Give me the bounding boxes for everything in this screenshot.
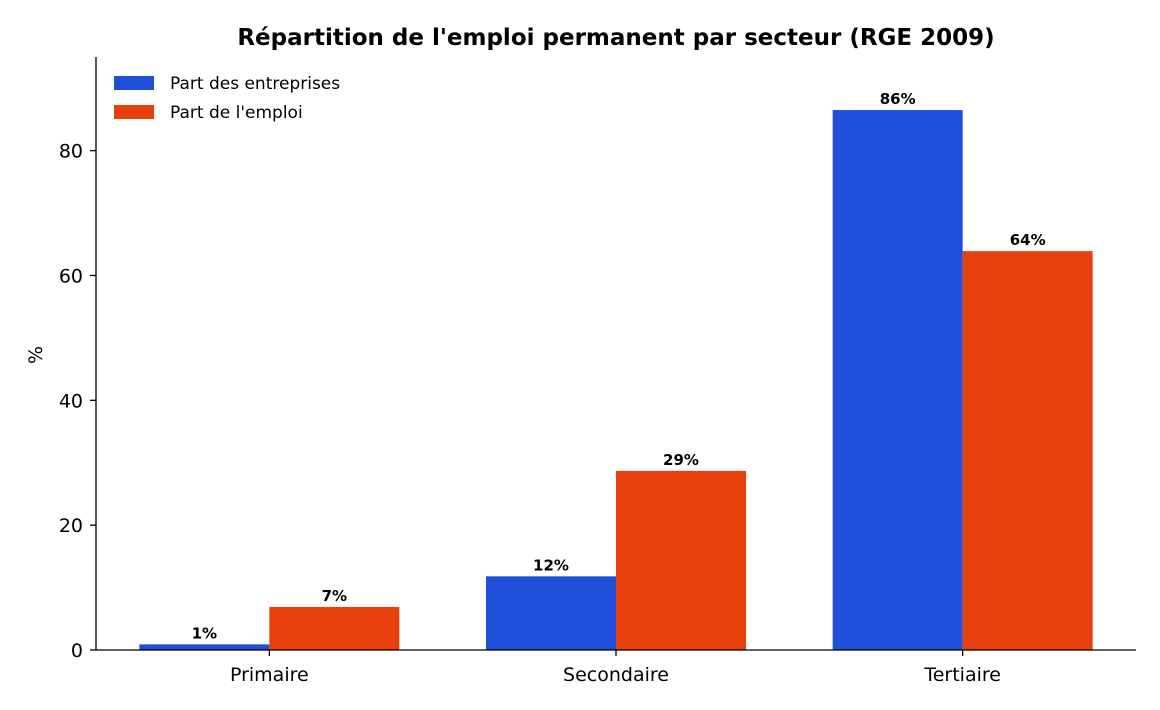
data-label: 12% <box>533 556 569 574</box>
y-tick-label: 60 <box>59 265 83 287</box>
bar-emploi-secondaire <box>616 470 746 650</box>
y-tick-label: 20 <box>59 515 83 537</box>
legend-swatch <box>114 76 154 90</box>
chart-title: Répartition de l'emploi permanent par se… <box>237 25 994 51</box>
y-tick-label: 0 <box>71 640 83 662</box>
y-tick-label: 40 <box>59 390 83 412</box>
data-label: 7% <box>322 587 347 605</box>
bar-entreprises-secondaire <box>486 576 616 650</box>
data-label: 1% <box>192 624 217 642</box>
y-axis-label: % <box>25 346 47 364</box>
legend-swatch <box>114 105 154 119</box>
x-tick-label: Primaire <box>230 664 309 686</box>
data-label: 29% <box>663 451 699 469</box>
y-tick-label: 80 <box>59 141 83 163</box>
data-label: 64% <box>1010 231 1046 249</box>
bar-entreprises-primaire <box>139 644 270 650</box>
x-axis: Primaire Secondaire Tertiaire <box>96 649 1136 686</box>
legend-label: Part de l'emploi <box>170 103 303 123</box>
legend-label: Part des entreprises <box>170 74 340 94</box>
bar-entreprises-tertiaire <box>832 110 963 651</box>
legend: Part des entreprises Part de l'emploi <box>114 74 340 123</box>
data-label: 86% <box>880 90 916 108</box>
x-tick-label: Tertiaire <box>923 664 1001 686</box>
bar-emploi-primaire <box>269 606 400 650</box>
x-tick-label: Secondaire <box>563 664 669 686</box>
bar-emploi-tertiaire <box>962 251 1093 651</box>
y-axis: 0 20 40 60 80 <box>59 57 97 662</box>
plot-area: 1% 7% 12% 29% 86% 64% <box>139 90 1093 651</box>
